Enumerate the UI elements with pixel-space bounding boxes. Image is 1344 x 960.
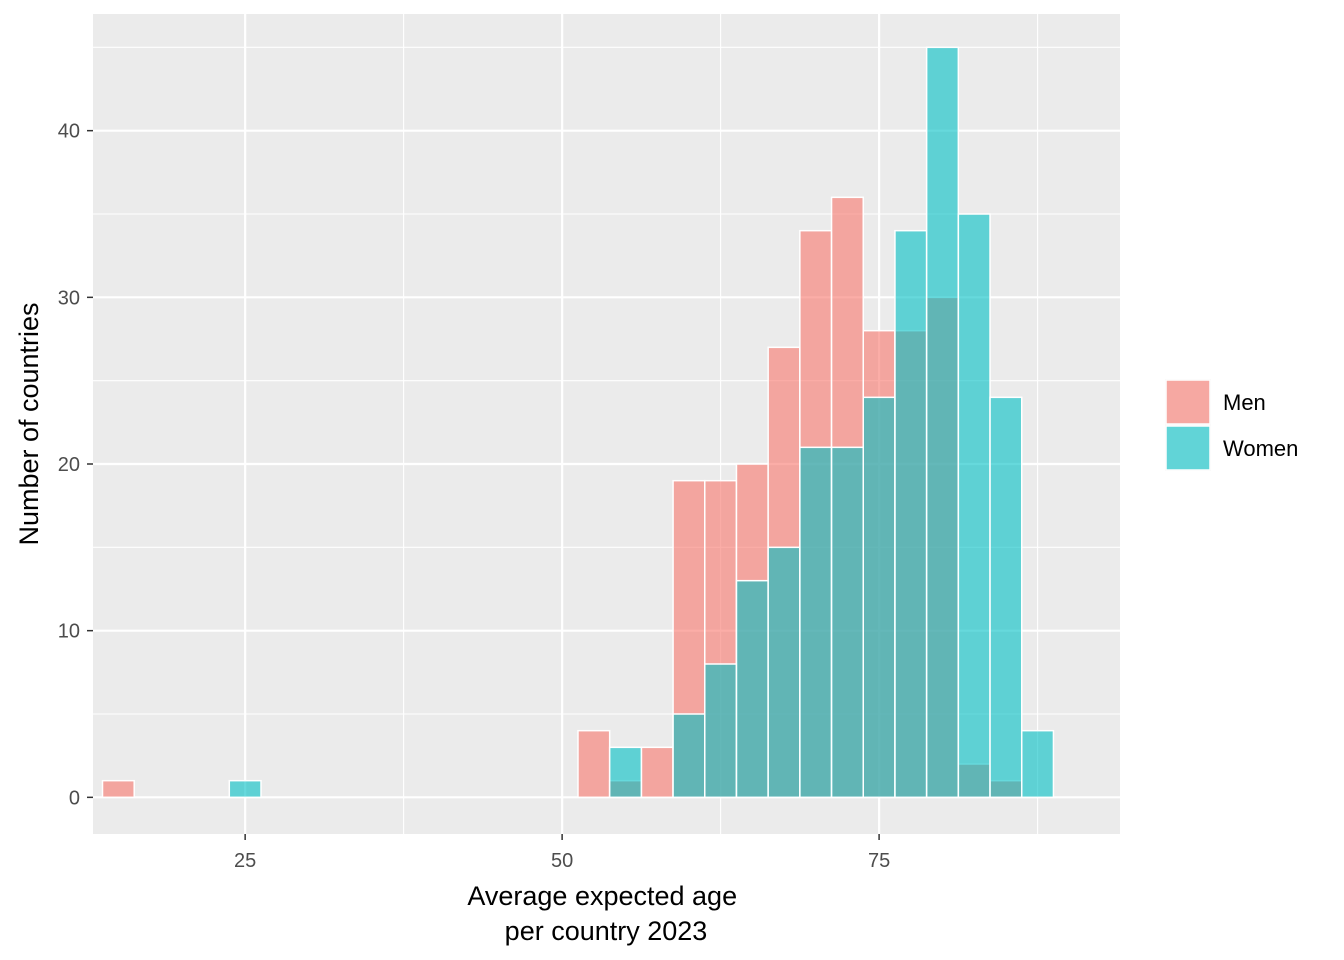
bar-women (704, 663, 738, 799)
y-tick-label: 10 (58, 621, 80, 643)
bar-women (672, 713, 706, 799)
bar-women (957, 213, 991, 799)
bar-women (767, 546, 801, 799)
legend: Men Women (1165, 379, 1298, 471)
x-axis-title-line-2: per country 2023 (505, 916, 708, 946)
x-tick-label: 25 (234, 850, 256, 872)
bar-women (925, 46, 960, 799)
bar-men (640, 746, 674, 799)
bar-women (989, 396, 1023, 799)
y-tick-label: 0 (69, 787, 80, 809)
legend-label-women: Women (1223, 436, 1298, 461)
y-tick-label: 40 (58, 121, 80, 143)
x-tick-label: 75 (868, 850, 890, 872)
legend-label-men: Men (1223, 390, 1266, 415)
bar-women (1020, 729, 1055, 799)
bar-women (799, 446, 833, 799)
bar-women (735, 579, 769, 799)
x-axis-title-line-1: Average expected age (467, 881, 737, 911)
legend-key-women (1165, 425, 1211, 471)
series-women (228, 46, 1055, 799)
x-axis-ticks: 25 50 75 (234, 834, 890, 872)
histogram-bars (101, 46, 1055, 799)
y-tick-label: 20 (58, 454, 80, 476)
bar-men (577, 729, 611, 799)
bar-women (608, 746, 643, 799)
bar-women (894, 229, 928, 799)
x-axis-title: Average expected age per country 2023 (467, 881, 744, 946)
bar-women (228, 779, 262, 799)
bar-women (830, 446, 865, 799)
bar-women (862, 396, 896, 799)
x-tick-label: 50 (551, 850, 573, 872)
legend-key-men (1165, 379, 1211, 425)
y-tick-label: 30 (58, 287, 80, 309)
bar-men (101, 779, 135, 799)
y-axis-ticks: 0 10 20 30 40 (58, 121, 93, 809)
y-axis-title: Number of countries (14, 302, 44, 545)
